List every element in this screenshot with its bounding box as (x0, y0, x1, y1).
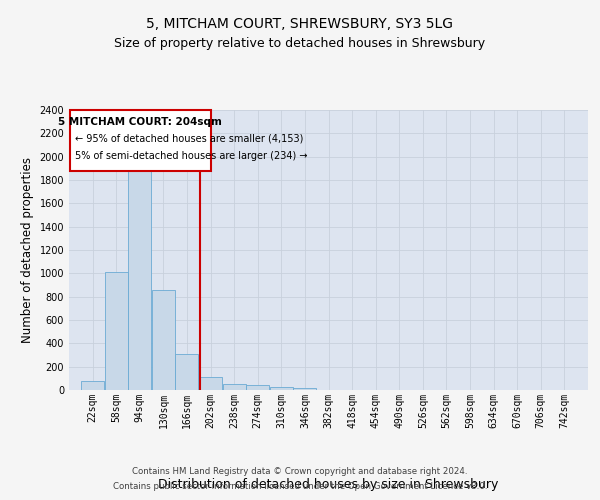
Bar (175, 354, 199, 390)
Text: Size of property relative to detached houses in Shrewsbury: Size of property relative to detached ho… (115, 38, 485, 51)
Bar (293, 388, 316, 390)
Bar (105, 272, 128, 390)
Bar (199, 377, 222, 390)
Text: 5 MITCHAM COURT: 204sqm: 5 MITCHAM COURT: 204sqm (58, 117, 223, 127)
Bar (128, 168, 151, 390)
Y-axis label: Number of detached properties: Number of detached properties (21, 157, 34, 343)
Text: ← 95% of detached houses are smaller (4,153): ← 95% of detached houses are smaller (4,… (76, 134, 304, 143)
Bar (81, 380, 104, 390)
FancyBboxPatch shape (70, 110, 211, 170)
X-axis label: Distribution of detached houses by size in Shrewsbury: Distribution of detached houses by size … (158, 478, 499, 491)
Text: 5, MITCHAM COURT, SHREWSBURY, SY3 5LG: 5, MITCHAM COURT, SHREWSBURY, SY3 5LG (146, 18, 454, 32)
Text: 5% of semi-detached houses are larger (234) →: 5% of semi-detached houses are larger (2… (76, 151, 308, 161)
Text: Contains public sector information licensed under the Open Government Licence v3: Contains public sector information licen… (113, 482, 487, 491)
Bar (223, 384, 245, 390)
Bar (270, 386, 293, 390)
Text: Contains HM Land Registry data © Crown copyright and database right 2024.: Contains HM Land Registry data © Crown c… (132, 467, 468, 476)
Bar (152, 290, 175, 390)
Bar (246, 385, 269, 390)
